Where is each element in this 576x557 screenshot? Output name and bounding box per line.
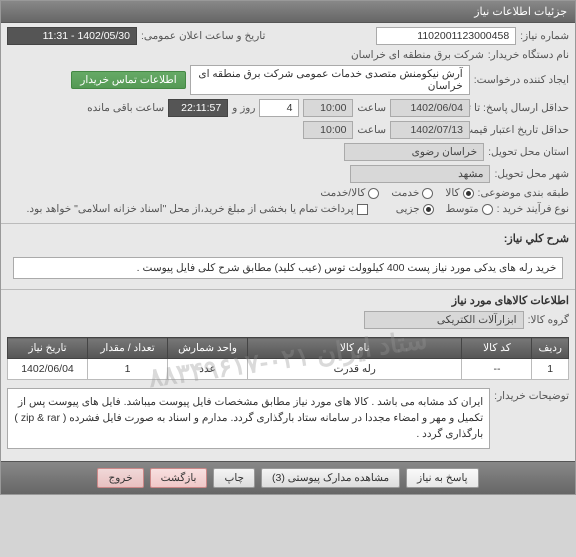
- proc-mid-radio[interactable]: متوسط: [446, 203, 493, 215]
- city-label: شهر محل تحویل:: [494, 168, 569, 180]
- th-unit: واحد شمارش: [168, 338, 248, 359]
- remain-label: ساعت باقی مانده: [87, 102, 164, 114]
- th-row: ردیف: [532, 338, 569, 359]
- contact-buyer-button[interactable]: اطلاعات تماس خریدار: [71, 71, 185, 89]
- category-label: طبقه بندی موضوعی:: [478, 187, 569, 199]
- proc-mid-lbl: متوسط: [446, 203, 479, 215]
- province-field: خراسان رضوی: [344, 143, 484, 161]
- group-field: ابزارآلات الکتریکی: [364, 311, 524, 329]
- th-qty: تعداد / مقدار: [88, 338, 168, 359]
- validity-label: حداقل تاریخ اعتبار قیمت: تا تاریخ:: [474, 124, 569, 136]
- reply-button[interactable]: پاسخ به نیاز: [406, 468, 478, 488]
- cell-qty: 1: [88, 359, 168, 380]
- dialog-header: جزئیات اطلاعات نیاز: [1, 1, 575, 23]
- announce-field: 1402/05/30 - 11:31: [7, 27, 137, 45]
- creator-field: آرش نیکومنش متصدی خدمات عمومی شرکت برق م…: [190, 65, 470, 95]
- time-remaining: 22:11:57: [168, 99, 228, 117]
- pay-note: پرداخت تمام یا بخشی از مبلغ خرید،از محل …: [27, 203, 354, 215]
- deadline-time: 10:00: [303, 99, 353, 117]
- cat-goods-radio[interactable]: کالا: [445, 187, 473, 199]
- validity-time: 10:00: [303, 121, 353, 139]
- proc-part-lbl: جزیی: [396, 203, 420, 215]
- print-button[interactable]: چاپ: [213, 468, 255, 488]
- days-label: روز و: [232, 102, 255, 114]
- cell-date: 1402/06/04: [8, 359, 88, 380]
- cat-service-lbl: خدمت: [391, 187, 419, 199]
- process-label: نوع فرآیند خرید :: [497, 203, 569, 215]
- need-no-label: شماره نیاز:: [520, 30, 569, 42]
- exit-button[interactable]: خروج: [97, 468, 143, 488]
- footer-toolbar: پاسخ به نیاز مشاهده مدارک پیوستی (3) چاپ…: [1, 461, 575, 494]
- attachments-button[interactable]: مشاهده مدارک پیوستی (3): [261, 468, 400, 488]
- cat-service-radio[interactable]: خدمت: [391, 187, 433, 199]
- deadline-label: حداقل ارسال پاسخ: تا تاریخ:: [474, 102, 569, 114]
- th-date: تاریخ نیاز: [8, 338, 88, 359]
- validity-date: 1402/07/13: [390, 121, 470, 139]
- cat-both-lbl: کالا/خدمت: [320, 187, 365, 199]
- deadline-date: 1402/06/04: [390, 99, 470, 117]
- th-name: نام کالا: [248, 338, 462, 359]
- cat-both-radio[interactable]: کالا/خدمت: [320, 187, 379, 199]
- back-button[interactable]: بازگشت: [150, 468, 208, 488]
- announce-label: تاریخ و ساعت اعلان عمومی:: [141, 30, 265, 42]
- need-no-field: 1102001123000458: [376, 27, 516, 45]
- cat-goods-lbl: کالا: [445, 187, 459, 199]
- city-field: مشهد: [350, 165, 490, 183]
- cell-unit: عدد: [168, 359, 248, 380]
- cell-row: 1: [532, 359, 569, 380]
- buyer-value: شرکت برق منطقه ای خراسان: [351, 49, 484, 61]
- cell-name: رله قدرت: [248, 359, 462, 380]
- buyer-notes-label: توضیحات خریدار:: [494, 384, 569, 402]
- cell-code: --: [462, 359, 532, 380]
- goods-section-title: اطلاعات کالاهای مورد نیاز: [1, 290, 575, 311]
- goods-table: ردیف کد کالا نام کالا واحد شمارش تعداد /…: [7, 337, 569, 380]
- need-desc-title: شرح کلي نياز:: [504, 228, 569, 249]
- need-desc-text: خرید رله های یدکی مورد نیاز پست 400 کیلو…: [13, 257, 564, 279]
- table-row: 1 -- رله قدرت عدد 1 1402/06/04: [8, 359, 569, 380]
- group-label: گروه کالا:: [528, 314, 569, 326]
- creator-label: ایجاد کننده درخواست:: [474, 74, 569, 86]
- buyer-notes-text: ایران کد مشابه می باشد . کالا های مورد ن…: [7, 388, 490, 449]
- proc-part-radio[interactable]: جزیی: [396, 203, 434, 215]
- days-remaining: 4: [259, 99, 299, 117]
- province-label: استان محل تحویل:: [488, 146, 569, 158]
- dialog-title: جزئیات اطلاعات نیاز: [474, 6, 567, 18]
- payment-checkbox[interactable]: پرداخت تمام یا بخشی از مبلغ خرید،از محل …: [27, 203, 368, 215]
- time-label-1: ساعت: [357, 102, 386, 114]
- th-code: کد کالا: [462, 338, 532, 359]
- time-label-2: ساعت: [357, 124, 386, 136]
- buyer-label: نام دستگاه خریدار:: [488, 49, 569, 61]
